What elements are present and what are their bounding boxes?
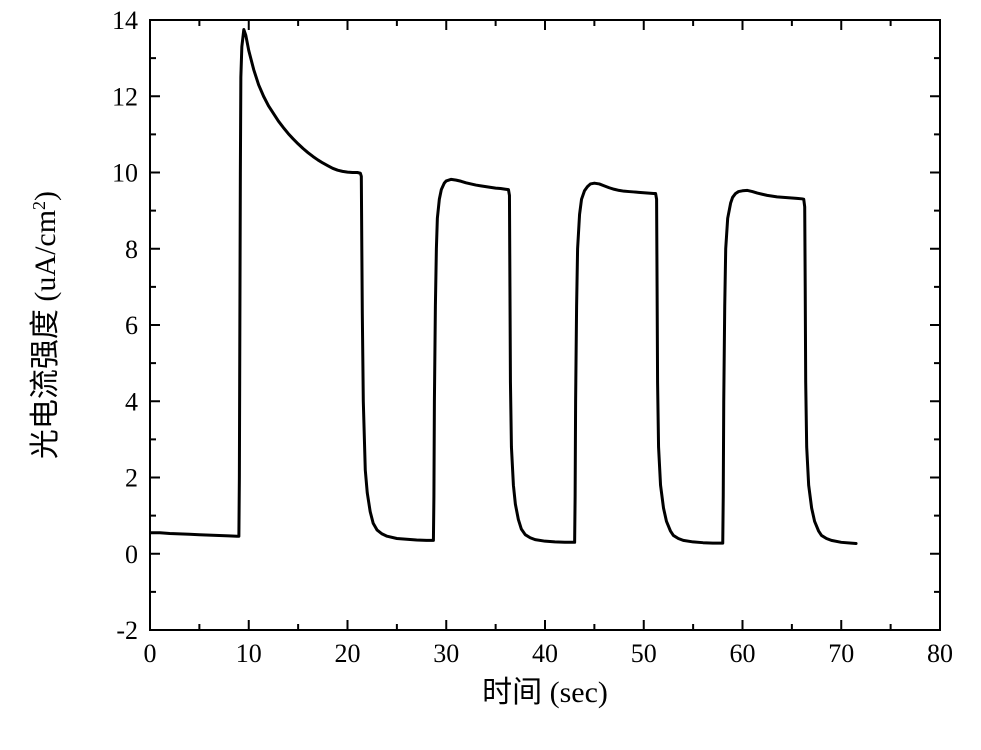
y-tick-label: 2 bbox=[125, 464, 138, 493]
y-tick-label: 0 bbox=[125, 540, 138, 569]
y-axis-label-sup: 2 bbox=[29, 201, 49, 210]
x-tick-label: 40 bbox=[532, 639, 558, 668]
x-axis-label: 时间 (sec) bbox=[482, 676, 608, 709]
y-tick-label: 6 bbox=[125, 311, 138, 340]
chart-container: 01020304050607080-202468101214时间 (sec)光电… bbox=[0, 0, 981, 745]
x-tick-label: 70 bbox=[828, 639, 854, 668]
x-tick-label: 20 bbox=[335, 639, 361, 668]
y-tick-label: 4 bbox=[125, 387, 138, 416]
y-axis-label: 光电流强度 (uA/cm2) bbox=[29, 191, 62, 459]
x-tick-label: 60 bbox=[730, 639, 756, 668]
x-tick-label: 50 bbox=[631, 639, 657, 668]
y-axis-label-part: 光电流强度 (uA/cm bbox=[29, 210, 62, 459]
x-tick-label: 10 bbox=[236, 639, 262, 668]
y-axis-label-part: ) bbox=[29, 191, 62, 201]
plot-frame bbox=[150, 20, 940, 630]
y-tick-label: 10 bbox=[112, 159, 138, 188]
y-tick-label: 14 bbox=[112, 6, 138, 35]
x-tick-label: 80 bbox=[927, 639, 953, 668]
photocurrent-chart: 01020304050607080-202468101214时间 (sec)光电… bbox=[0, 0, 981, 745]
y-tick-label: 8 bbox=[125, 235, 138, 264]
y-tick-label: 12 bbox=[112, 82, 138, 111]
series-photocurrent bbox=[150, 30, 856, 544]
x-tick-label: 0 bbox=[144, 639, 157, 668]
x-tick-label: 30 bbox=[433, 639, 459, 668]
y-tick-label: -2 bbox=[116, 616, 138, 645]
